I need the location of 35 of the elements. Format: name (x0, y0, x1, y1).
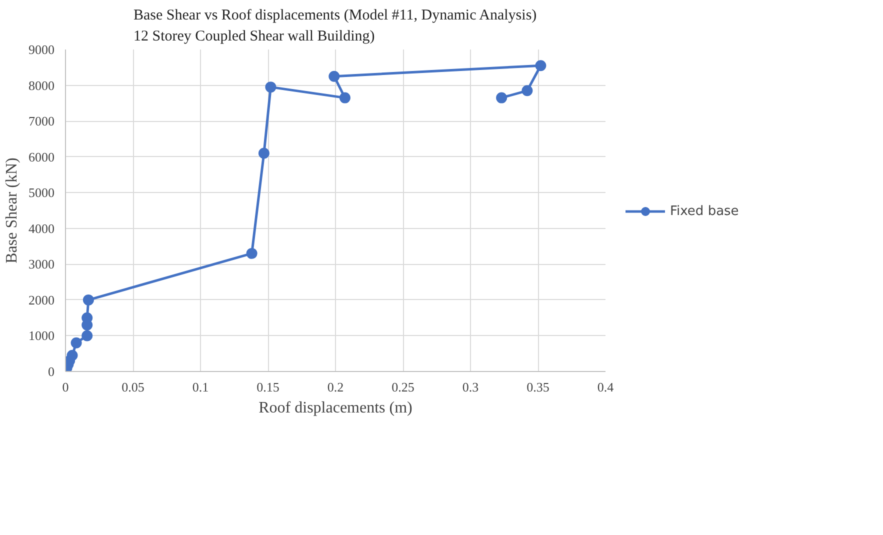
point (246, 248, 258, 259)
point (82, 294, 94, 306)
point (328, 70, 340, 82)
point (70, 337, 82, 348)
legend-label: Fixed base (670, 204, 739, 218)
y-tick-label: 2000 (28, 292, 54, 308)
x-axis-title: Roof displacements (m) (258, 400, 412, 416)
y-tick-label: 0 (48, 364, 54, 379)
y-tick-label: 7000 (28, 114, 54, 129)
x-tick-label: 0 (62, 380, 69, 394)
y-tick-label: 4000 (28, 220, 54, 236)
point (522, 85, 533, 96)
point (258, 148, 270, 159)
x-tick-label: 0.15 (256, 380, 280, 394)
y-tick-label: 8000 (28, 78, 54, 93)
y-tick-label: 9000 (28, 42, 54, 57)
x-tick-label: 0.4 (597, 380, 614, 394)
x-tick-label: 0.2 (327, 380, 344, 394)
point (535, 60, 546, 72)
y-axis-title: Base Shear (kN) (4, 158, 20, 264)
point (339, 92, 350, 104)
x-tick-label: 0.05 (122, 380, 144, 394)
x-tick-label: 0.3 (462, 380, 479, 394)
point (66, 350, 78, 361)
chart-title: Base Shear vs Roof displacements (Model #11, Dynamic Analysis) 12 Storey Coupled Shear wall Building) (134, 8, 537, 44)
x-tick-label: 0.35 (526, 380, 550, 394)
y-tick-label: 1000 (28, 328, 54, 344)
point (82, 330, 93, 342)
y-tick-label: 6000 (28, 149, 54, 164)
y-tick-label: 3000 (28, 256, 54, 272)
point (496, 92, 508, 104)
x-tick-label: 0.1 (192, 380, 209, 394)
y-tick-label: 5000 (28, 185, 54, 200)
x-tick-label: 0.25 (392, 380, 414, 394)
point (265, 82, 276, 93)
